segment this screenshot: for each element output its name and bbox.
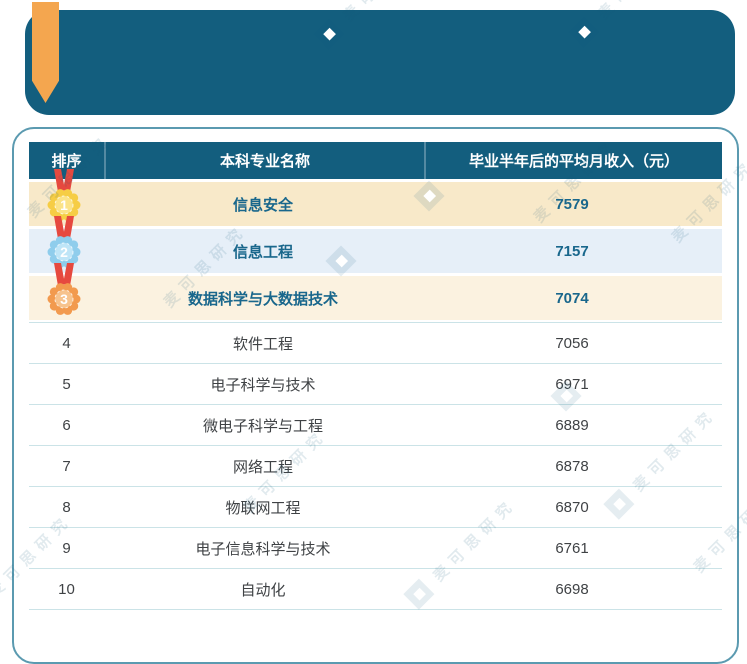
major-cell: 自动化 bbox=[240, 581, 286, 599]
income-cell: 7056 bbox=[555, 334, 589, 352]
column-header-income: 毕业半年后的平均月收入（元） bbox=[424, 142, 722, 179]
table-row: 3 数据科学与大数据技术 7074 bbox=[29, 263, 722, 320]
income-cell: 6870 bbox=[555, 498, 589, 516]
bronze-medal-icon: 3 bbox=[47, 263, 81, 315]
svg-text:1: 1 bbox=[60, 197, 68, 213]
rank-cell: 9 bbox=[62, 539, 71, 557]
major-cell: 软件工程 bbox=[232, 335, 293, 353]
svg-text:3: 3 bbox=[60, 291, 68, 307]
major-cell: 电子信息科学与技术 bbox=[195, 540, 331, 558]
major-cell: 数据科学与大数据技术 bbox=[187, 290, 338, 308]
table-row: 10 自动化 6698 bbox=[29, 569, 722, 610]
major-cell: 网络工程 bbox=[232, 458, 293, 476]
income-cell: 7579 bbox=[555, 195, 589, 213]
rank-cell: 4 bbox=[62, 334, 71, 352]
ranking-table-card: 排序 本科专业名称 毕业半年后的平均月收入（元） 1 信息安全 7579 bbox=[12, 127, 739, 664]
rank-cell: 10 bbox=[58, 580, 75, 598]
table-row: 4 软件工程 7056 bbox=[29, 322, 722, 364]
income-cell: 6761 bbox=[555, 539, 589, 557]
table-header-row: 排序 本科专业名称 毕业半年后的平均月收入（元） bbox=[29, 142, 722, 179]
column-header-rank: 排序 bbox=[51, 153, 82, 170]
table-row: 9 电子信息科学与技术 6761 bbox=[29, 528, 722, 569]
income-cell: 7157 bbox=[555, 242, 589, 260]
rank-cell: 7 bbox=[62, 457, 71, 475]
income-cell: 6971 bbox=[555, 375, 589, 393]
rank-cell: 5 bbox=[62, 375, 71, 393]
table-row: 6 微电子科学与工程 6889 bbox=[29, 405, 722, 446]
income-cell: 7074 bbox=[555, 289, 589, 307]
rank-cell: 8 bbox=[62, 498, 71, 516]
major-cell: 电子科学与技术 bbox=[210, 376, 316, 394]
income-cell: 6889 bbox=[555, 416, 589, 434]
table-row: 5 电子科学与技术 6971 bbox=[29, 364, 722, 405]
gold-medal-icon: 1 bbox=[47, 169, 81, 221]
major-cell: 物联网工程 bbox=[225, 499, 301, 517]
bookmark-ribbon-icon bbox=[32, 2, 59, 103]
column-header-major: 本科专业名称 bbox=[104, 142, 424, 179]
major-cell: 信息工程 bbox=[232, 243, 293, 261]
table-row: 8 物联网工程 6870 bbox=[29, 487, 722, 528]
income-cell: 6698 bbox=[555, 580, 589, 598]
major-cell: 微电子科学与工程 bbox=[202, 417, 323, 435]
table-row: 7 网络工程 6878 bbox=[29, 446, 722, 487]
title-banner bbox=[25, 10, 735, 115]
major-cell: 信息安全 bbox=[232, 196, 293, 214]
income-cell: 6878 bbox=[555, 457, 589, 475]
table-row: 2 信息工程 7157 bbox=[29, 216, 722, 273]
svg-text:2: 2 bbox=[60, 244, 68, 260]
rank-cell: 6 bbox=[62, 416, 71, 434]
table-row: 1 信息安全 7579 bbox=[29, 169, 722, 226]
